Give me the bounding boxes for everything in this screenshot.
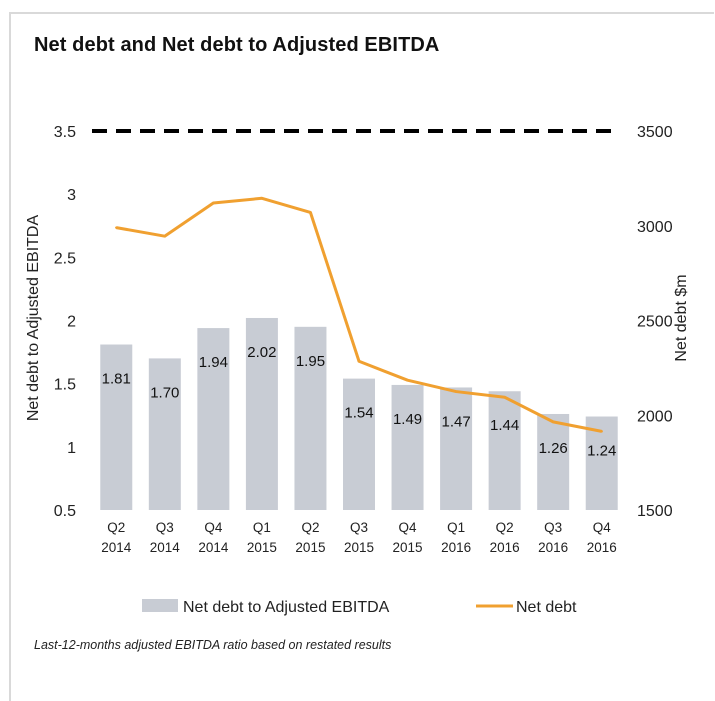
net-debt-point <box>406 378 409 382</box>
net-debt-point <box>115 226 118 229</box>
bar <box>100 344 133 510</box>
left-tick-label: 2 <box>67 314 76 331</box>
bar-series <box>100 317 618 510</box>
bar-data-label: 1.95 <box>296 353 325 370</box>
x-tick-label-year: 2016 <box>490 540 520 555</box>
footnote: Last-12-months adjusted EBITDA ratio bas… <box>34 638 392 652</box>
left-tick-label: 3.5 <box>54 124 76 141</box>
bar <box>343 378 375 510</box>
legend-bar-label: Net debt to Adjusted EBITDA <box>183 599 390 616</box>
x-tick-label-quarter: Q4 <box>204 520 223 535</box>
legend: Net debt to Adjusted EBITDA Net debt <box>142 599 577 616</box>
net-debt-point <box>260 197 264 200</box>
net-debt-point <box>357 360 361 363</box>
x-tick-label-quarter: Q3 <box>156 520 174 535</box>
x-tick-label-year: 2015 <box>344 540 374 555</box>
x-tick-label-quarter: Q2 <box>496 520 514 535</box>
left-axis-label: Net debt to Adjusted EBITDA <box>25 215 42 422</box>
x-tick-label-quarter: Q3 <box>350 520 368 535</box>
legend-line-label: Net debt <box>516 599 577 616</box>
left-tick-label: 1.5 <box>54 377 76 394</box>
x-tick-label-year: 2015 <box>295 540 325 555</box>
x-tick-label-year: 2016 <box>441 540 471 555</box>
x-tick-label-year: 2014 <box>150 540 181 555</box>
bar-data-label: 1.49 <box>393 411 422 428</box>
right-tick-label: 2500 <box>637 314 673 331</box>
bar-data-label: 1.94 <box>199 354 228 371</box>
left-tick-label: 3 <box>67 187 76 204</box>
x-tick-label-year: 2014 <box>101 540 132 555</box>
chart-title: Net debt and Net debt to Adjusted EBITDA <box>34 34 440 56</box>
right-axis-label: Net debt $m <box>673 274 690 361</box>
bar-data-label: 1.47 <box>441 413 470 430</box>
bar-data-label: 1.70 <box>150 384 179 401</box>
chart-frame <box>9 12 714 701</box>
net-debt-point <box>600 430 603 433</box>
left-tick-label: 0.5 <box>54 503 76 520</box>
net-debt-point <box>551 420 555 424</box>
bar-data-label: 1.26 <box>539 440 568 457</box>
right-tick-label: 3000 <box>637 219 673 236</box>
x-tick-label-year: 2015 <box>247 540 277 555</box>
legend-bar-swatch <box>142 599 178 612</box>
bar <box>537 413 570 510</box>
bar <box>294 326 327 510</box>
x-tick-label-year: 2016 <box>587 540 617 555</box>
x-tick-label-year: 2016 <box>538 540 568 555</box>
left-axis-ticks: 0.5 1 1.5 2 2.5 3 3.5 <box>54 124 76 520</box>
bar <box>440 387 473 510</box>
x-tick-label-quarter: Q3 <box>544 520 562 535</box>
net-debt-line-series <box>115 196 603 433</box>
net-debt-point <box>163 234 167 238</box>
x-axis-ticks: Q2 2014 Q3 2014 Q4 2014 Q1 2015 Q2 2015 Q3 2015 Q4 20… <box>101 520 617 555</box>
left-tick-label: 2.5 <box>54 250 76 267</box>
bar-data-label: 1.44 <box>490 417 519 434</box>
bar-data-label: 2.02 <box>247 344 276 361</box>
right-tick-label: 1500 <box>637 503 673 520</box>
net-debt-point <box>454 390 458 393</box>
bar <box>488 391 521 510</box>
bar <box>148 358 181 510</box>
x-tick-label-year: 2015 <box>393 540 423 555</box>
right-axis-ticks: 1500 2000 2500 3000 3500 <box>637 124 673 520</box>
bar-data-label: 1.24 <box>587 443 616 460</box>
bar <box>245 317 278 510</box>
x-tick-label-quarter: Q4 <box>593 520 612 535</box>
bar-data-labels: 1.81 1.70 1.94 2.02 1.95 1.54 1.49 1.47 1.44 1.26… <box>102 344 617 460</box>
net-debt-point <box>212 201 215 205</box>
right-tick-label: 3500 <box>637 124 673 141</box>
bar <box>391 384 424 510</box>
bar-data-label: 1.81 <box>102 371 131 388</box>
right-tick-label: 2000 <box>637 408 673 425</box>
x-tick-label-quarter: Q4 <box>399 520 418 535</box>
net-debt-point <box>309 211 312 214</box>
x-tick-label-quarter: Q1 <box>253 520 271 535</box>
bar <box>197 328 230 510</box>
x-tick-label-year: 2014 <box>198 540 229 555</box>
bar-data-label: 1.54 <box>344 405 373 422</box>
x-tick-label-quarter: Q1 <box>447 520 465 535</box>
net-debt-point <box>503 396 506 399</box>
x-tick-label-quarter: Q2 <box>107 520 125 535</box>
left-tick-label: 1 <box>67 440 76 457</box>
x-tick-label-quarter: Q2 <box>301 520 319 535</box>
